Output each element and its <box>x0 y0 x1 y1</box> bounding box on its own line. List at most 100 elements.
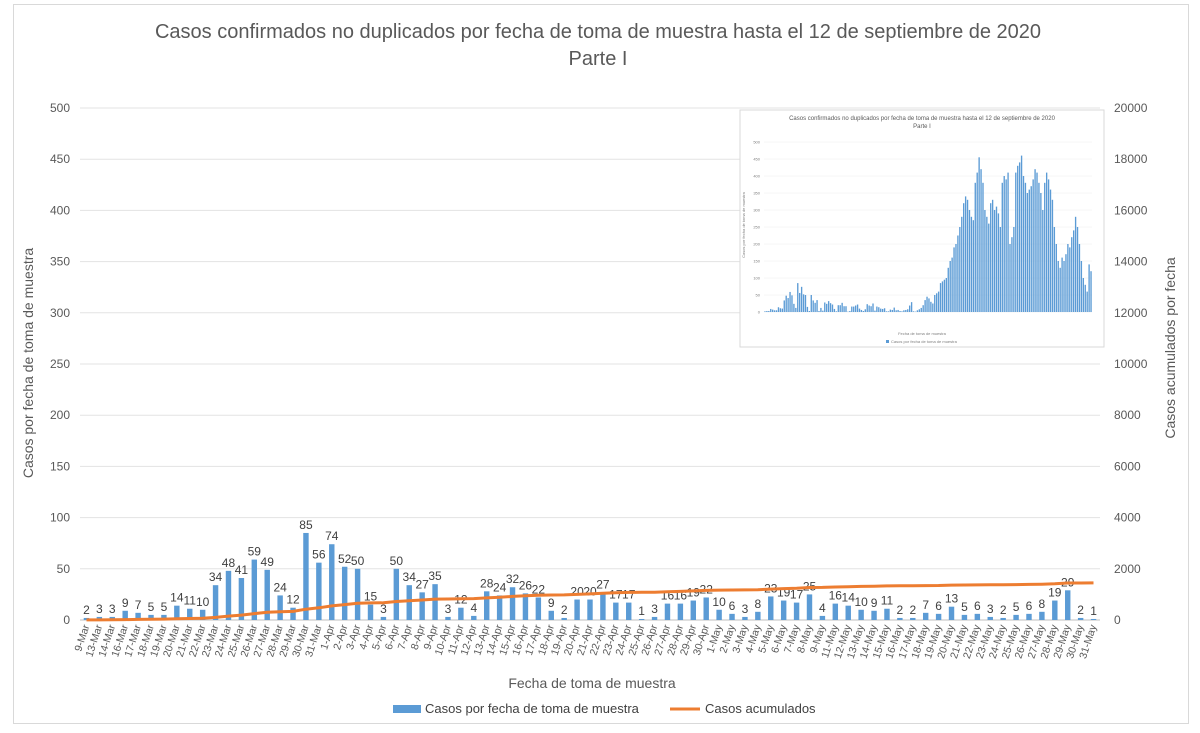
y-tick-label: 150 <box>50 459 70 473</box>
bar <box>613 602 619 620</box>
inset-bar <box>1007 172 1009 312</box>
inset-bar <box>932 303 934 312</box>
inset-bar <box>1022 176 1025 312</box>
bar-data-label: 32 <box>506 572 520 586</box>
inset-bar <box>856 304 859 312</box>
inset-bar <box>851 306 853 312</box>
bar-data-label: 15 <box>364 590 378 604</box>
inset-bar <box>1030 186 1032 312</box>
chart-title-line1: Casos confirmados no duplicados por fech… <box>155 21 1041 43</box>
inset-bar <box>768 310 770 312</box>
y2-tick-label: 6000 <box>1114 459 1141 473</box>
inset-bar <box>1082 278 1084 312</box>
inset-bar <box>880 308 882 312</box>
inset-y-tick-label: 50 <box>756 293 761 298</box>
bar-data-label: 11 <box>881 594 894 608</box>
bar <box>135 612 141 620</box>
bar <box>199 609 206 620</box>
inset-bar <box>770 308 772 312</box>
inset-bar <box>926 296 928 312</box>
inset-bar <box>955 244 957 312</box>
inset-bar <box>1038 182 1040 312</box>
inset-bar <box>1032 179 1034 312</box>
bar-data-label: 14 <box>842 591 856 605</box>
inset-bar <box>1074 216 1077 312</box>
bar-data-label: 59 <box>248 545 262 559</box>
inset-y-tick-label: 150 <box>753 259 760 264</box>
bar-data-label: 2 <box>83 603 90 617</box>
bar <box>858 609 864 620</box>
bar-data-label: 17 <box>609 588 623 602</box>
inset-x-axis-title: Fecha de toma de muestra <box>898 331 947 336</box>
y2-tick-label: 12000 <box>1114 306 1148 320</box>
inset-bar <box>978 157 980 312</box>
bar <box>729 613 735 620</box>
bar-data-label: 8 <box>1039 597 1046 611</box>
bar-data-label: 5 <box>961 600 968 614</box>
inset-bar <box>905 309 907 312</box>
y-tick-label: 400 <box>50 203 70 217</box>
bar-data-label: 7 <box>922 598 929 612</box>
inset-legend-label: Casos por fecha de toma de muestra <box>891 339 958 344</box>
inset-bar <box>908 305 911 312</box>
y2-tick-label: 10000 <box>1114 357 1148 371</box>
inset-bar <box>999 227 1002 312</box>
bar-data-label: 3 <box>96 602 103 616</box>
inset-bar <box>1059 267 1061 312</box>
inset-bar <box>1084 284 1086 312</box>
inset-bar <box>972 220 975 312</box>
inset-bar <box>872 303 874 312</box>
inset-bar <box>806 306 809 312</box>
bar-data-label: 4 <box>470 601 477 615</box>
bar <box>780 600 787 620</box>
bar-data-label: 19 <box>687 586 701 600</box>
y-tick-label: 300 <box>50 306 70 320</box>
y2-tick-label: 2000 <box>1114 562 1141 576</box>
inset-bar <box>990 203 992 312</box>
inset-bar <box>808 310 811 312</box>
inset-bar <box>997 213 1000 312</box>
bar <box>961 614 968 620</box>
inset-frame <box>739 109 1105 348</box>
bar-data-label: 34 <box>403 570 417 584</box>
bar-data-label: 10 <box>854 595 868 609</box>
bar <box>316 562 322 620</box>
inset-bar <box>779 308 782 312</box>
inset-bar <box>785 295 787 312</box>
bar-data-label: 3 <box>109 602 116 616</box>
inset-bar <box>1018 162 1021 312</box>
inset-bar <box>1015 172 1017 312</box>
bar-data-label: 9 <box>871 596 878 610</box>
inset-bar <box>772 309 774 312</box>
y-tick-label: 250 <box>50 357 70 371</box>
inset-bar <box>839 305 841 312</box>
inset-bar <box>835 311 838 312</box>
chart-title-line2: Parte I <box>569 48 628 70</box>
y2-tick-label: 14000 <box>1114 255 1148 269</box>
bar-data-label: 41 <box>235 563 249 577</box>
bar-data-label: 1 <box>638 604 645 618</box>
inset-bar <box>964 196 967 312</box>
inset-bar <box>1034 169 1036 312</box>
bar <box>290 607 296 620</box>
inset-bar <box>891 309 893 312</box>
inset-bar <box>826 303 828 312</box>
bar <box>948 606 955 620</box>
inset-bar <box>1049 189 1052 312</box>
bar-data-label: 52 <box>338 552 352 566</box>
inset-bar <box>910 302 913 312</box>
bar <box>303 532 309 620</box>
inset-bar <box>866 304 868 312</box>
inset-bar <box>1088 264 1090 312</box>
inset-bar <box>1020 155 1023 312</box>
inset-y-tick-label: 300 <box>753 208 760 213</box>
bar <box>393 568 400 620</box>
inset-bar <box>837 305 839 312</box>
inset-bar <box>827 301 830 312</box>
bar-data-label: 2 <box>909 603 916 617</box>
inset-title-line1: Casos confirmados no duplicados por fech… <box>789 116 1055 122</box>
bar-data-label: 85 <box>299 518 313 532</box>
inset-bar <box>895 310 897 312</box>
bar <box>187 608 193 620</box>
bar <box>974 613 981 620</box>
